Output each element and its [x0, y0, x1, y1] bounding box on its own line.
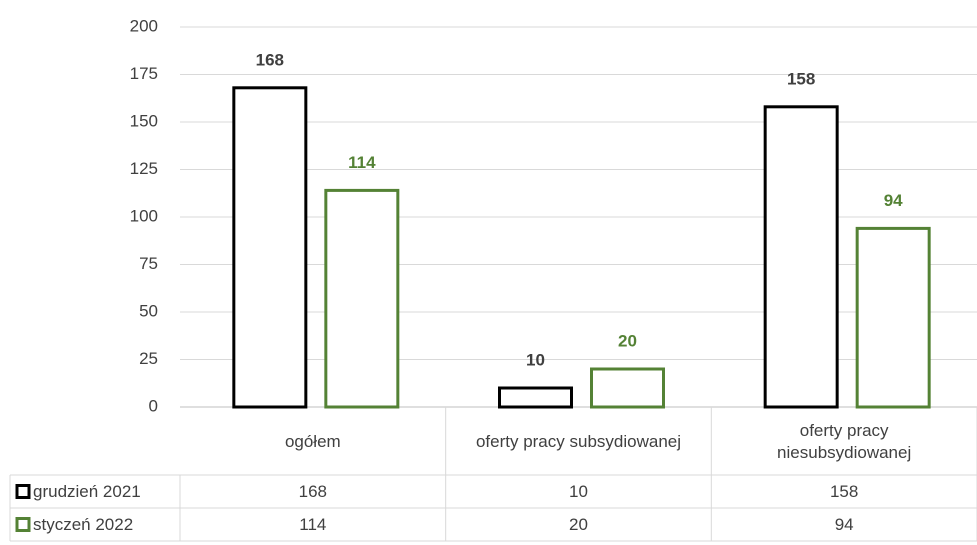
- y-tick-label: 50: [139, 301, 158, 320]
- legend-label: styczeń 2022: [33, 515, 133, 534]
- table-cell: 168: [299, 482, 327, 501]
- bar: [590, 367, 665, 409]
- bar: [855, 226, 931, 409]
- table-cell: 158: [830, 482, 858, 501]
- bar: [324, 188, 400, 409]
- y-tick-label: 200: [130, 16, 158, 35]
- bar-label: 10: [526, 350, 545, 369]
- legend-marker: [15, 484, 31, 499]
- bar: [763, 105, 839, 409]
- y-tick-label: 150: [130, 111, 158, 130]
- bar-label: 168: [256, 50, 284, 69]
- bar-label: 20: [618, 331, 637, 350]
- bar-label: 114: [348, 153, 376, 172]
- table-cell: 114: [299, 515, 326, 534]
- table-cell: 94: [835, 515, 854, 534]
- x-tick-label: oferty pracy niesubsydiowanej: [777, 421, 912, 462]
- legend-marker: [15, 517, 31, 532]
- bar: [498, 386, 573, 409]
- x-tick-label: ogółem: [284, 432, 341, 451]
- bar-label: 94: [884, 191, 903, 210]
- x-tick-label-box: oferty pracy subsydiowanej: [475, 432, 681, 451]
- bar: [232, 86, 308, 409]
- x-tick-label-box: ogółem: [284, 432, 341, 451]
- table-cell: 20: [569, 515, 588, 534]
- y-tick-label: 100: [130, 206, 158, 225]
- table-cell: 10: [569, 482, 588, 501]
- legend-label: grudzień 2021: [33, 482, 141, 501]
- bar-label: 158: [787, 69, 815, 88]
- y-tick-label: 0: [149, 396, 158, 415]
- y-tick-label: 75: [139, 254, 158, 273]
- y-tick-label: 25: [139, 349, 158, 368]
- x-tick-label: oferty pracy subsydiowanej: [475, 432, 681, 451]
- y-tick-label: 125: [130, 159, 158, 178]
- y-tick-label: 175: [130, 64, 158, 83]
- x-tick-label-box: oferty pracy niesubsydiowanej: [777, 421, 912, 462]
